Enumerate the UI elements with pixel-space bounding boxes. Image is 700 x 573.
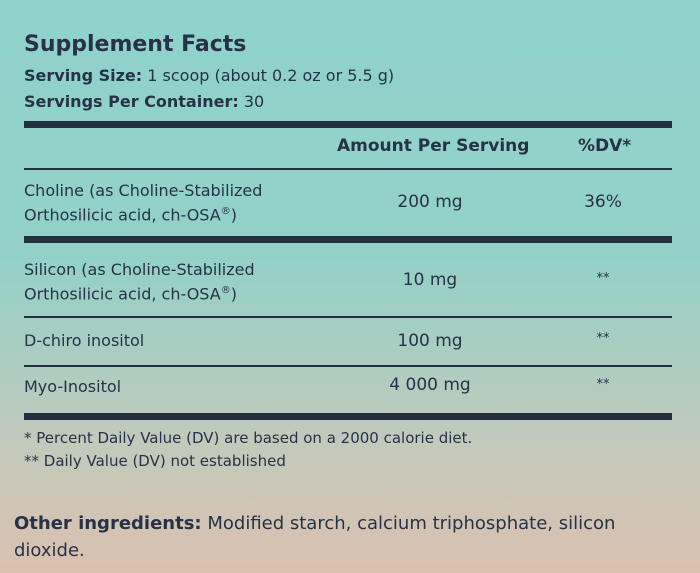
serving-size-value: 1 scoop (about 0.2 oz or 5.5 g) bbox=[142, 66, 395, 85]
nutrient-name-line2: Orthosilicic acid, ch-OSA®) bbox=[24, 284, 237, 304]
footnote-percent-dv: * Percent Daily Value (DV) are based on … bbox=[24, 429, 473, 447]
nutrient-amount-choline: 200 mg bbox=[397, 192, 463, 212]
header-rule bbox=[24, 168, 672, 170]
nutrient-amount-silicon: 10 mg bbox=[402, 270, 458, 290]
nutrient-name-silicon: Silicon (as Choline-Stabilized Orthosili… bbox=[24, 259, 324, 304]
servings-per-container: Servings Per Container: 30 bbox=[24, 92, 264, 111]
nutrient-name-line2: Orthosilicic acid, ch-OSA®) bbox=[24, 205, 237, 225]
header-daily-value: %DV* bbox=[578, 136, 632, 156]
serving-size: Serving Size: 1 scoop (about 0.2 oz or 5… bbox=[24, 66, 394, 85]
top-thick-rule bbox=[24, 121, 672, 128]
servings-per-container-value: 30 bbox=[238, 92, 265, 111]
other-ingredients-label: Other ingredients: bbox=[14, 513, 202, 534]
section-thick-rule bbox=[24, 236, 672, 243]
nutrient-dv-choline: 36% bbox=[584, 192, 622, 212]
nutrient-name-d-chiro-inositol: D-chiro inositol bbox=[24, 330, 324, 351]
nutrient-name-myo-inositol: Myo-Inositol bbox=[24, 376, 324, 397]
footnote-dv-not-established: ** Daily Value (DV) not established bbox=[24, 452, 286, 470]
row-rule bbox=[24, 316, 672, 318]
nutrient-name-line1: Choline (as Choline-Stabilized bbox=[24, 181, 263, 200]
other-ingredients: Other ingredients: Modified starch, calc… bbox=[14, 510, 674, 564]
panel-title: Supplement Facts bbox=[24, 32, 247, 57]
header-amount-per-serving: Amount Per Serving bbox=[337, 136, 530, 156]
nutrient-name-line1: D-chiro inositol bbox=[24, 331, 145, 350]
nutrient-amount-d-chiro-inositol: 100 mg bbox=[397, 331, 463, 351]
nutrient-dv-myo-inositol: ** bbox=[596, 377, 610, 392]
nutrient-amount-myo-inositol: 4 000 mg bbox=[389, 375, 471, 395]
nutrient-name-line1: Silicon (as Choline-Stabilized bbox=[24, 260, 255, 279]
servings-per-container-label: Servings Per Container: bbox=[24, 92, 239, 111]
nutrient-name-line1: Myo-Inositol bbox=[24, 377, 122, 396]
row-rule bbox=[24, 365, 672, 367]
other-ingredients-text: Modified starch, calcium triphosphate, s… bbox=[14, 513, 616, 561]
nutrient-dv-silicon: ** bbox=[596, 271, 610, 286]
serving-size-label: Serving Size: bbox=[24, 66, 143, 85]
nutrient-name-choline: Choline (as Choline-Stabilized Orthosili… bbox=[24, 180, 324, 225]
nutrient-dv-d-chiro-inositol: ** bbox=[596, 331, 610, 346]
bottom-thick-rule bbox=[24, 413, 672, 420]
